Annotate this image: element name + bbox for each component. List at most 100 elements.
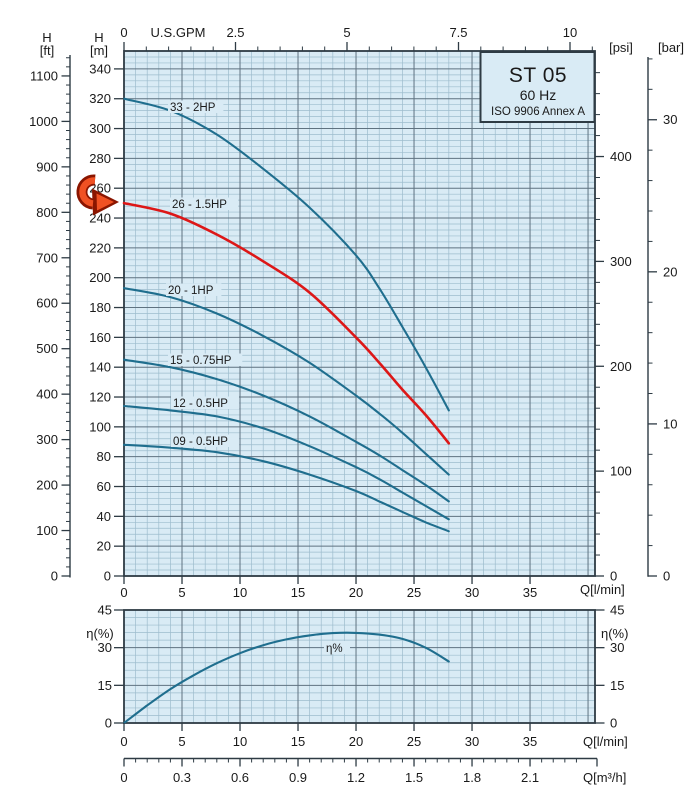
gpm-axis-tick-label: 0 bbox=[120, 25, 127, 40]
curve-label: 33 - 2HP bbox=[170, 102, 216, 114]
plot-background bbox=[124, 610, 595, 723]
red-arrow-head bbox=[96, 193, 114, 211]
ft-axis-tick-label: 900 bbox=[36, 159, 58, 174]
flow-unit-m3h: Q[m³/h] bbox=[583, 770, 626, 785]
pump-curve-26-1.5HP bbox=[122, 201, 451, 445]
psi-axis-tick-label: 0 bbox=[610, 569, 617, 584]
eta-axis-tick-label: 15 bbox=[98, 678, 112, 693]
ft-axis-tick-label: 400 bbox=[36, 387, 58, 402]
lmin-axis-tick-label: 35 bbox=[523, 585, 537, 600]
main-chart: 33 - 2HP 26 - 1.5HP 20 - 1HP 15 - 0.75HP 12 … bbox=[29, 25, 677, 600]
lmin-axis-tick-label: 0 bbox=[120, 585, 127, 600]
lmin-axis-tick-label: 5 bbox=[178, 734, 185, 749]
curve-label: 15 - 0.75HP bbox=[170, 355, 232, 367]
pump-curve-09-0.5HP bbox=[122, 443, 450, 533]
m3h-axis-tick-label: 2.1 bbox=[521, 770, 539, 785]
lmin-axis-tick-label: 25 bbox=[407, 734, 421, 749]
ft-axis-tick-label: 800 bbox=[36, 205, 58, 220]
pump-curve-20-1HP bbox=[122, 287, 450, 476]
lmin-axis-tick-label: 10 bbox=[233, 734, 247, 749]
flow-unit-lmin-eff: Q[l/min] bbox=[583, 734, 628, 749]
ft-axis-tick-label: 500 bbox=[36, 341, 58, 356]
ft-axis-tick-label: 100 bbox=[36, 523, 58, 538]
m-axis-tick-label: 120 bbox=[89, 390, 111, 405]
eta-axis-tick-label: 0 bbox=[105, 716, 112, 731]
ft-axis-tick-label: 700 bbox=[36, 250, 58, 265]
flow-unit-lmin-main: Q[l/min] bbox=[580, 582, 625, 597]
standard-label: ISO 9906 Annex A bbox=[491, 106, 585, 118]
eta-axis-label-right: η(%) bbox=[601, 626, 628, 641]
psi-axis-tick-label: 100 bbox=[610, 464, 632, 479]
bar-axis-tick-label: 20 bbox=[663, 264, 677, 279]
psi-axis-tick-label: 200 bbox=[610, 359, 632, 374]
m-axis-tick-label: 100 bbox=[89, 419, 111, 434]
m3h-axis-tick-label: 0.6 bbox=[231, 770, 249, 785]
m-axis-title: H bbox=[94, 30, 103, 45]
lmin-axis-tick-label: 15 bbox=[291, 585, 305, 600]
m-axis-tick-label: 300 bbox=[89, 121, 111, 136]
m-axis-tick-label: 140 bbox=[89, 360, 111, 375]
plot-border bbox=[123, 50, 596, 577]
m3h-axis-tick-label: 1.8 bbox=[463, 770, 481, 785]
psi-axis-tick-label: 400 bbox=[610, 149, 632, 164]
m-axis-tick-label: 160 bbox=[89, 330, 111, 345]
pump-curve-15-0.75HP bbox=[122, 358, 450, 503]
eta-axis-tick-label: 45 bbox=[610, 603, 624, 618]
eta-axis-tick-label: 0 bbox=[610, 716, 617, 731]
eta-axis-tick-label: 30 bbox=[610, 640, 624, 655]
ft-axis-tick-label: 1100 bbox=[30, 68, 58, 83]
curve-label: 26 - 1.5HP bbox=[172, 199, 227, 211]
ft-axis-tick-label: 1000 bbox=[29, 114, 58, 129]
m-axis-tick-label: 280 bbox=[89, 151, 111, 166]
lmin-axis-tick-label: 10 bbox=[233, 585, 247, 600]
red-arrow-icon bbox=[76, 174, 119, 216]
lmin-axis-tick-label: 20 bbox=[349, 585, 363, 600]
m-axis-tick-label: 40 bbox=[97, 509, 111, 524]
title-box-frame bbox=[479, 51, 596, 123]
curve-label-bg bbox=[168, 353, 243, 366]
m-axis-tick-label: 180 bbox=[89, 300, 111, 315]
ft-axis-title: H bbox=[42, 30, 51, 45]
ft-axis-tick-label: 300 bbox=[36, 432, 58, 447]
ft-axis-tick-label: 600 bbox=[36, 296, 58, 311]
m-axis-tick-label: 340 bbox=[89, 61, 111, 76]
eta-axis-tick-label: 45 bbox=[98, 603, 112, 618]
m-axis-tick-label: 80 bbox=[97, 449, 111, 464]
plot-border bbox=[123, 609, 596, 724]
lmin-axis-tick-label: 15 bbox=[291, 734, 305, 749]
bar-axis-tick-label: 30 bbox=[663, 112, 677, 127]
curve-label-bg bbox=[171, 434, 239, 447]
gpm-axis-tick-label: 7.5 bbox=[449, 25, 467, 40]
m-axis-tick-label: 0 bbox=[104, 569, 111, 584]
gpm-axis-tick-label: 2.5 bbox=[226, 25, 244, 40]
curve-label-bg bbox=[170, 197, 238, 210]
m-axis-tick-label: 200 bbox=[89, 270, 111, 285]
pump-curve-33-2HP bbox=[122, 97, 450, 412]
pump-curve-12-0.5HP bbox=[122, 404, 450, 521]
m-axis-tick-label: 220 bbox=[89, 240, 111, 255]
bar-axis-unit: [bar] bbox=[658, 40, 684, 55]
eta-axis-label-left: η(%) bbox=[86, 626, 113, 641]
m-axis-unit: [m] bbox=[90, 43, 108, 58]
frequency-label: 60 Hz bbox=[520, 87, 557, 103]
model-name: ST 05 bbox=[509, 64, 567, 87]
curve-label: 20 - 1HP bbox=[168, 285, 214, 297]
lmin-axis-tick-label: 30 bbox=[465, 734, 479, 749]
m-axis-tick-label: 60 bbox=[97, 479, 111, 494]
m-axis-tick-label: 20 bbox=[97, 539, 111, 554]
curve-label-bg bbox=[171, 396, 239, 409]
lmin-axis-tick-label: 5 bbox=[178, 585, 185, 600]
psi-axis-tick-label: 300 bbox=[610, 254, 632, 269]
curve-label: 12 - 0.5HP bbox=[173, 398, 228, 410]
lmin-axis-tick-label: 30 bbox=[465, 585, 479, 600]
m3h-axis-tick-label: 0 bbox=[120, 770, 127, 785]
m-axis-tick-label: 320 bbox=[89, 91, 111, 106]
lmin-axis-tick-label: 35 bbox=[523, 734, 537, 749]
efficiency-curve-label: η% bbox=[326, 643, 343, 655]
curve-label-bg bbox=[324, 641, 350, 654]
eta-axis-tick-label: 15 bbox=[610, 678, 624, 693]
gpm-axis-tick-label: 5 bbox=[343, 25, 350, 40]
ft-axis-tick-label: 200 bbox=[36, 478, 58, 493]
